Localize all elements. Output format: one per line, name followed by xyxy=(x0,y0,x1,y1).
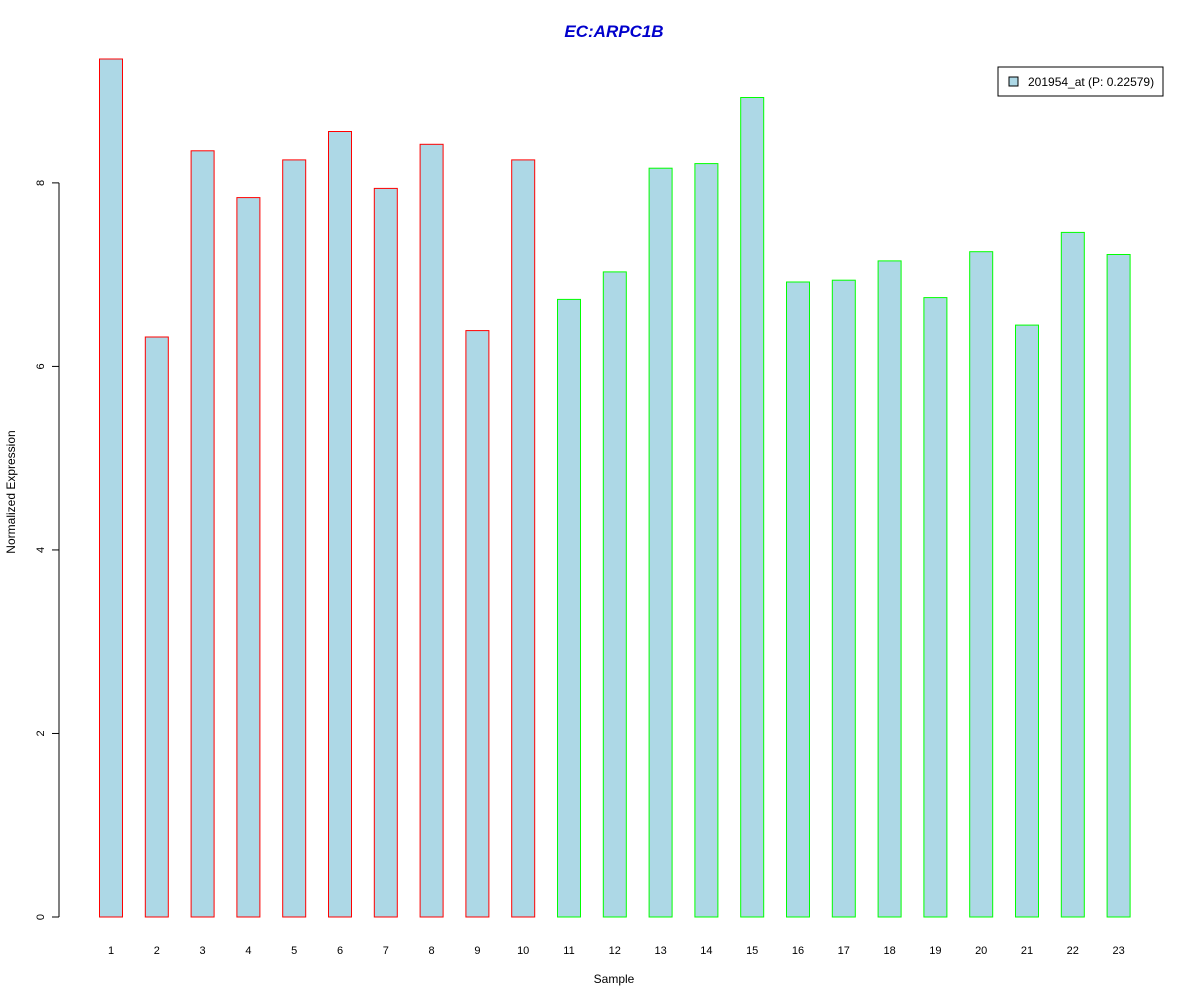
bar-sample-16 xyxy=(786,281,810,918)
y-tick-label: 0 xyxy=(35,914,47,920)
bar-group xyxy=(99,58,1131,918)
x-tick-label: 21 xyxy=(1021,945,1033,957)
y-tick-label: 4 xyxy=(35,547,47,553)
legend-box xyxy=(997,66,1164,97)
x-tick-label: 3 xyxy=(200,945,206,957)
x-tick-label: 20 xyxy=(975,945,987,957)
bar-sample-22 xyxy=(1060,231,1085,918)
x-tick-label: 10 xyxy=(517,945,529,957)
x-tick-label: 23 xyxy=(1112,945,1124,957)
legend: 201954_at (P: 0.22579) xyxy=(997,66,1164,97)
y-tick-label: 6 xyxy=(35,363,47,369)
bar-sample-3 xyxy=(190,150,215,918)
bar-sample-15 xyxy=(740,97,765,918)
x-tick-label: 19 xyxy=(929,945,941,957)
x-tick-label: 8 xyxy=(429,945,435,957)
bar-sample-23 xyxy=(1106,254,1131,918)
bar-sample-5 xyxy=(282,159,307,918)
chart-title: EC:ARPC1B xyxy=(564,22,663,41)
x-tick-label: 4 xyxy=(245,945,251,957)
bar-sample-17 xyxy=(831,279,856,918)
y-tick-label: 2 xyxy=(35,730,47,736)
bar-sample-11 xyxy=(557,298,581,918)
x-tick-label: 2 xyxy=(154,945,160,957)
x-tick-label: 12 xyxy=(609,945,621,957)
bar-sample-2 xyxy=(144,336,169,918)
bar-sample-9 xyxy=(465,330,490,918)
bar-sample-1 xyxy=(99,58,123,918)
y-tick-label: 8 xyxy=(35,180,47,186)
bar-sample-12 xyxy=(602,271,627,918)
x-tick-label: 7 xyxy=(383,945,389,957)
x-axis-labels: 1 2 3 4 5 6 7 8 9 10 11 12 13 14 15 16 17 18 19 20 21 22 23 xyxy=(108,945,1125,957)
x-tick-label: 1 xyxy=(108,945,114,957)
x-tick-label: 6 xyxy=(337,945,343,957)
x-tick-label: 5 xyxy=(291,945,297,957)
bar-sample-20 xyxy=(969,251,994,918)
y-axis: 0 2 4 6 8 xyxy=(35,180,60,920)
bar-sample-19 xyxy=(923,297,948,918)
bar-sample-6 xyxy=(328,131,352,918)
x-tick-label: 17 xyxy=(838,945,850,957)
legend-swatch xyxy=(1008,76,1019,87)
x-tick-label: 14 xyxy=(700,945,712,957)
x-tick-label: 16 xyxy=(792,945,804,957)
legend-label: 201954_at (P: 0.22579) xyxy=(1028,75,1154,89)
bar-sample-4 xyxy=(236,197,261,918)
x-tick-label: 11 xyxy=(563,945,574,957)
bar-sample-8 xyxy=(419,143,444,918)
bar-sample-21 xyxy=(1015,324,1039,918)
bar-sample-10 xyxy=(511,159,536,918)
x-tick-label: 9 xyxy=(474,945,480,957)
x-tick-label: 18 xyxy=(883,945,895,957)
x-tick-label: 22 xyxy=(1067,945,1079,957)
y-axis-title: Normalized Expression xyxy=(4,430,18,553)
x-tick-label: 15 xyxy=(746,945,758,957)
bar-sample-13 xyxy=(648,167,673,918)
bar-sample-14 xyxy=(694,163,719,918)
x-axis-title: Sample xyxy=(594,972,635,986)
bar-sample-7 xyxy=(373,187,398,918)
bar-sample-18 xyxy=(877,260,902,918)
x-tick-label: 13 xyxy=(654,945,666,957)
